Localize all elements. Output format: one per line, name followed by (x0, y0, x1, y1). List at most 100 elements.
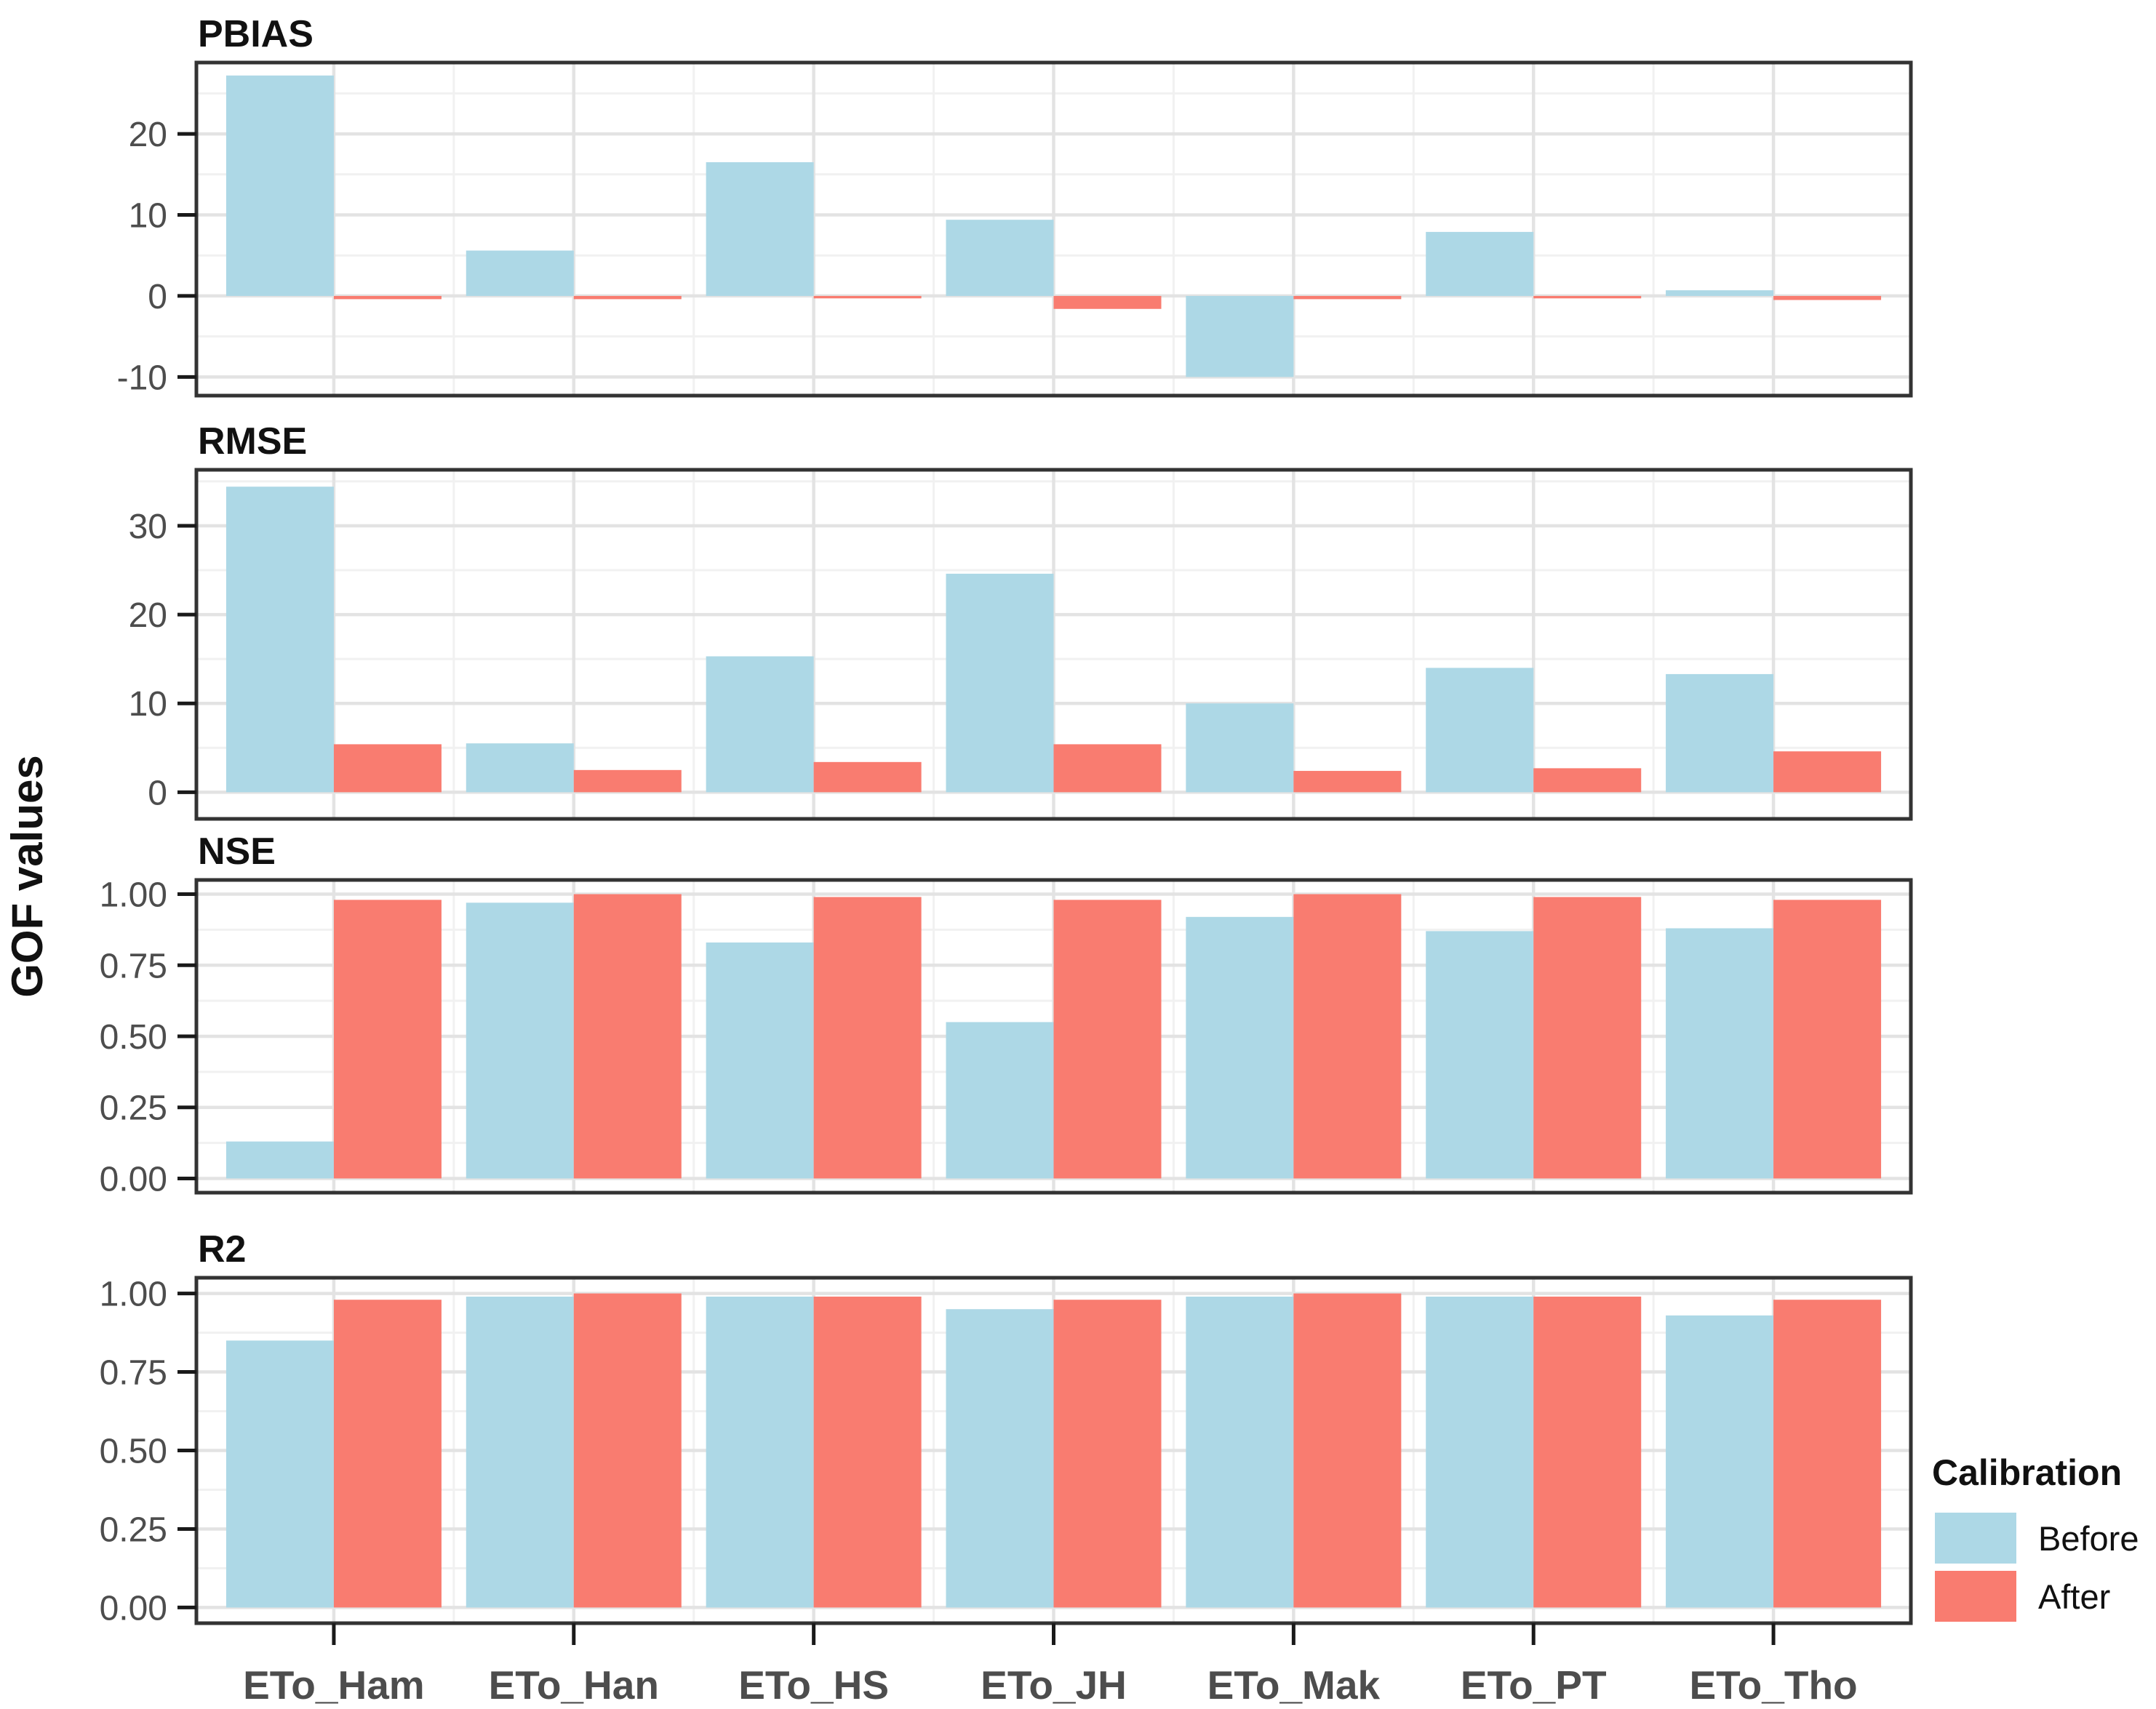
bar-nse-ETo_HS-before (706, 942, 814, 1179)
bar-rmse-ETo_JH-after (1053, 744, 1162, 793)
bar-pbias-ETo_Ham-after (333, 295, 442, 300)
bar-rmse-ETo_Mak-before (1186, 703, 1294, 793)
panel-nse: NSE 1.00 0.75 0.50 0.25 0.00 (100, 831, 1913, 1198)
y-tick-label-nse: 0.00 (100, 1160, 167, 1198)
y-axis-title: GOF values (3, 755, 52, 997)
bar-pbias-ETo_HS-before (706, 162, 814, 296)
y-tick-label-pbias: -10 (117, 359, 167, 397)
bar-nse-ETo_Ham-after (333, 900, 442, 1179)
bar-rmse-ETo_HS-before (706, 656, 814, 793)
facet-title-pbias: PBIAS (198, 13, 314, 55)
y-tick-label-r2: 0.50 (100, 1433, 167, 1471)
x-label-ETo_HS: ETo_HS (738, 1662, 889, 1708)
x-label-ETo_Mak: ETo_Mak (1207, 1662, 1381, 1708)
bar-nse-ETo_HS-after (813, 897, 922, 1179)
y-tick-label-r2: 0.75 (100, 1354, 167, 1393)
bar-rmse-ETo_JH-before (946, 573, 1054, 793)
bar-rmse-ETo_Mak-after (1293, 771, 1402, 793)
bar-r2-ETo_Tho-after (1773, 1300, 1882, 1608)
facet-panels: PBIAS 20 10 0 -10 RMSE 30 20 10 0 NSE 1.00 0.75 0.50 0… (100, 13, 1913, 1628)
panel-r2: R2 1.00 0.75 0.50 0.25 0.00 (100, 1228, 1913, 1628)
bar-nse-ETo_Mak-after (1293, 894, 1402, 1179)
panel-border-pbias (194, 60, 1913, 398)
bar-rmse-ETo_Han-after (573, 769, 682, 793)
y-tick-label-r2: 0.00 (100, 1589, 167, 1628)
bar-nse-ETo_Ham-before (225, 1141, 334, 1179)
bar-nse-ETo_Han-before (466, 902, 574, 1179)
y-tick-label-nse: 0.50 (100, 1018, 167, 1057)
bar-pbias-ETo_Tho-before (1666, 290, 1774, 296)
bar-r2-ETo_Han-after (573, 1293, 682, 1608)
bar-r2-ETo_JH-after (1053, 1300, 1162, 1608)
bar-pbias-ETo_PT-before (1426, 231, 1534, 296)
bar-r2-ETo_Mak-after (1293, 1293, 1402, 1608)
bar-rmse-ETo_HS-after (813, 761, 922, 793)
bar-nse-ETo_Tho-after (1773, 900, 1882, 1179)
y-tick-label-rmse: 0 (148, 774, 167, 812)
bar-pbias-ETo_Han-after (573, 295, 682, 300)
bar-pbias-ETo_PT-after (1533, 295, 1642, 299)
bar-r2-ETo_Ham-after (333, 1300, 442, 1608)
bar-pbias-ETo_Ham-before (225, 75, 334, 296)
y-tick-label-rmse: 10 (129, 685, 167, 724)
bar-pbias-ETo_Tho-after (1773, 295, 1882, 300)
bar-rmse-ETo_PT-before (1426, 668, 1534, 793)
bar-nse-ETo_Han-after (573, 894, 682, 1179)
legend: Calibration Before After (1932, 1452, 2139, 1622)
y-tick-label-pbias: 10 (129, 196, 167, 235)
legend-title: Calibration (1932, 1452, 2122, 1493)
bar-nse-ETo_PT-after (1533, 897, 1642, 1179)
x-label-ETo_Han: ETo_Han (489, 1662, 659, 1708)
facet-title-r2: R2 (198, 1228, 246, 1270)
bar-r2-ETo_HS-before (706, 1296, 814, 1608)
x-label-ETo_Tho: ETo_Tho (1689, 1662, 1857, 1708)
y-tick-label-nse: 1.00 (100, 876, 167, 915)
bar-r2-ETo_PT-after (1533, 1296, 1642, 1608)
bar-r2-ETo_Han-before (466, 1296, 574, 1608)
y-tick-label-pbias: 0 (148, 278, 167, 316)
bar-rmse-ETo_PT-after (1533, 768, 1642, 793)
y-tick-label-nse: 0.75 (100, 947, 167, 985)
bar-rmse-ETo_Tho-after (1773, 751, 1882, 793)
bar-r2-ETo_Mak-before (1186, 1296, 1294, 1608)
bar-nse-ETo_JH-after (1053, 900, 1162, 1179)
y-tick-label-nse: 0.25 (100, 1089, 167, 1128)
legend-key-before (1935, 1513, 2016, 1564)
bar-pbias-ETo_JH-after (1053, 295, 1162, 309)
legend-label-after: After (2038, 1577, 2110, 1616)
bar-pbias-ETo_Mak-before (1186, 295, 1294, 377)
x-label-ETo_PT: ETo_PT (1461, 1662, 1607, 1708)
bar-r2-ETo_HS-after (813, 1296, 922, 1608)
panel-pbias: PBIAS 20 10 0 -10 (117, 13, 1913, 398)
bar-nse-ETo_Tho-before (1666, 928, 1774, 1179)
bar-r2-ETo_PT-before (1426, 1296, 1534, 1608)
y-tick-label-pbias: 20 (129, 116, 167, 154)
x-axis: ETo_Ham ETo_Han ETo_HS ETo_JH ETo_Mak ETo_PT E… (243, 1623, 1858, 1708)
bar-rmse-ETo_Ham-after (333, 744, 442, 793)
legend-key-after (1935, 1571, 2016, 1622)
bar-rmse-ETo_Han-before (466, 743, 574, 793)
bar-pbias-ETo_Mak-after (1293, 295, 1402, 300)
bar-rmse-ETo_Ham-before (225, 487, 334, 793)
bar-nse-ETo_Mak-before (1186, 916, 1294, 1179)
x-label-ETo_Ham: ETo_Ham (243, 1662, 425, 1708)
facet-title-rmse: RMSE (198, 420, 307, 463)
y-tick-label-rmse: 30 (129, 508, 167, 546)
facet-title-nse: NSE (198, 831, 276, 873)
panel-border-rmse (194, 468, 1913, 821)
bar-r2-ETo_JH-before (946, 1309, 1054, 1608)
bar-r2-ETo_Tho-before (1666, 1315, 1774, 1608)
bar-nse-ETo_PT-before (1426, 931, 1534, 1179)
y-tick-label-rmse: 20 (129, 596, 167, 635)
bar-nse-ETo_JH-before (946, 1022, 1054, 1179)
bar-r2-ETo_Ham-before (225, 1340, 334, 1608)
bar-pbias-ETo_HS-after (813, 295, 922, 299)
y-tick-label-r2: 0.25 (100, 1510, 167, 1549)
panel-rmse: RMSE 30 20 10 0 (129, 420, 1913, 821)
bar-rmse-ETo_Tho-before (1666, 673, 1774, 793)
y-tick-label-r2: 1.00 (100, 1276, 167, 1314)
legend-label-before: Before (2038, 1519, 2139, 1558)
bar-pbias-ETo_JH-before (946, 220, 1054, 296)
